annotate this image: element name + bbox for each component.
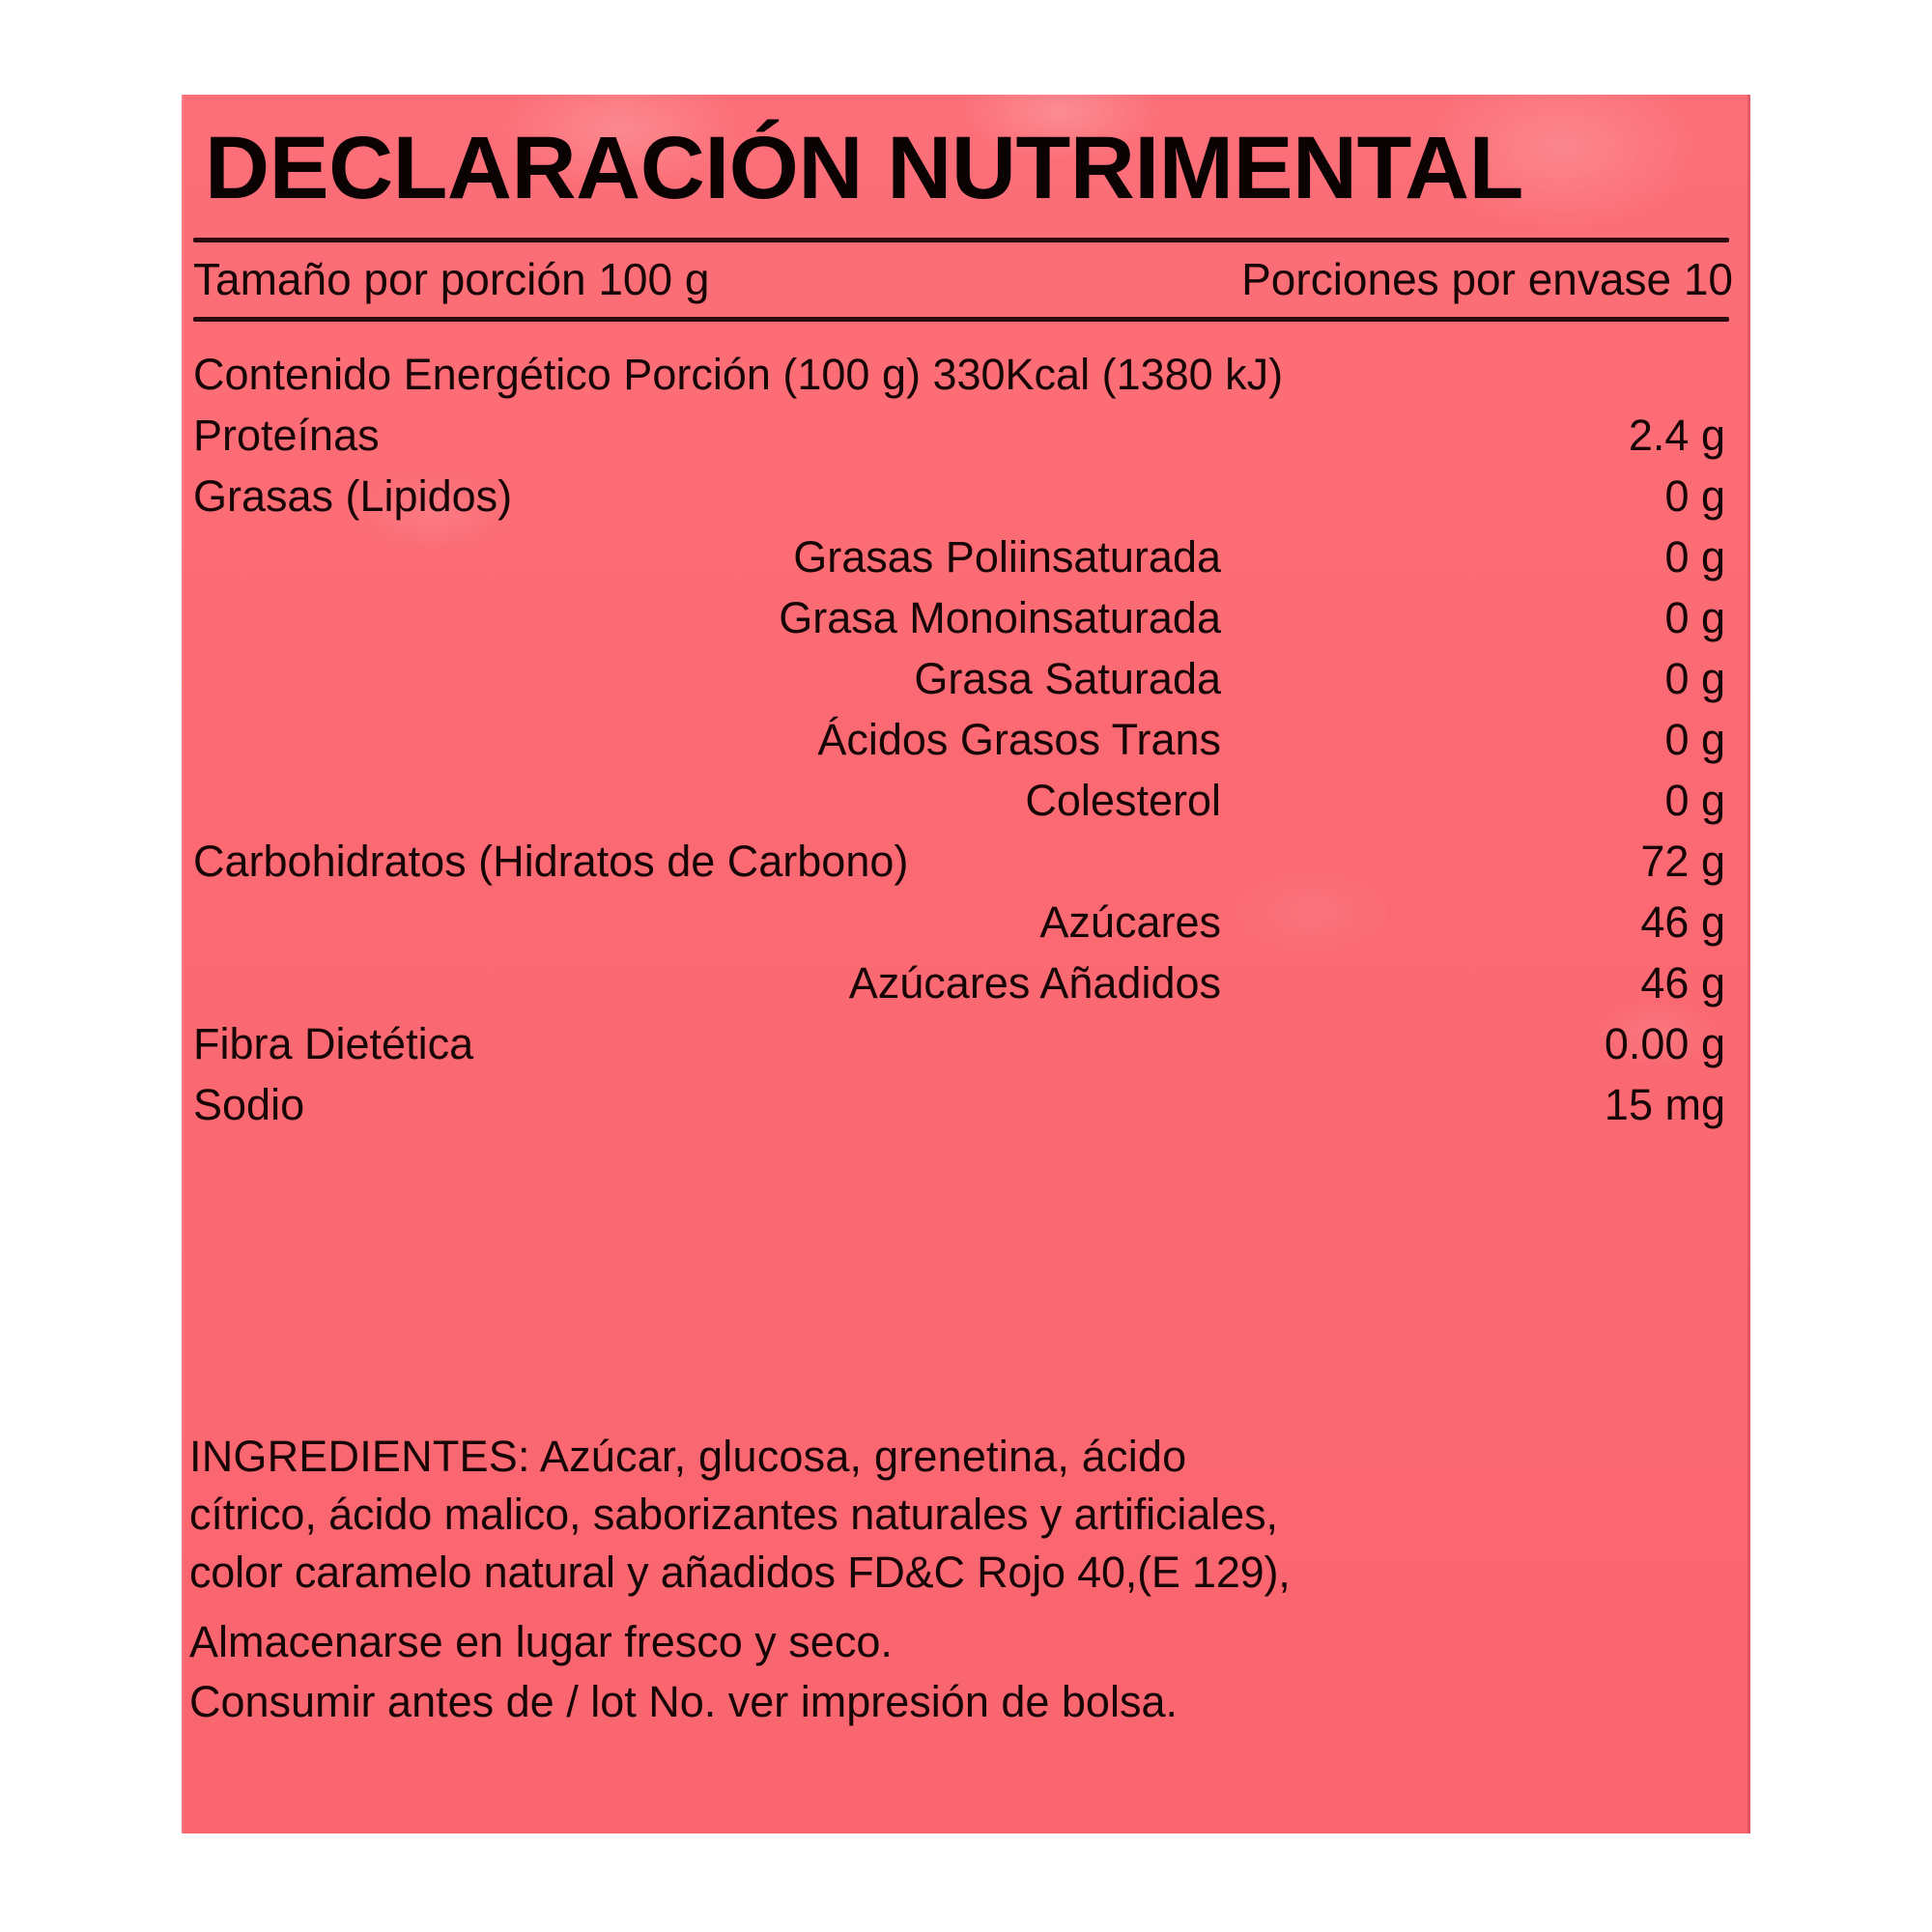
serving-size-text: Tamaño por porción 100 g [193,254,710,304]
ingredients-line: INGREDIENTES: Azúcar, glucosa, grenetina… [189,1432,1187,1481]
nutrient-value: 0 g [1664,471,1725,521]
nutrient-label: Proteínas [193,411,380,460]
nutrient-value: 0 g [1664,776,1725,825]
divider-bottom [193,317,1729,322]
nutrient-row: Grasas Poliinsaturada 0 g [193,526,1733,587]
serving-info-row: Tamaño por porción 100 g Porciones por e… [193,249,1733,309]
nutrient-label: Azúcares [1039,897,1221,947]
storage-instructions: Almacenarse en lugar fresco y seco. [189,1617,893,1666]
nutrient-value: 0 g [1664,532,1725,582]
divider-top [193,238,1729,242]
nutrient-value: 46 g [1640,897,1725,947]
nutrient-row: Azúcares 46 g [193,892,1733,952]
nutrient-value: 0 g [1664,715,1725,764]
nutrient-value: 15 mg [1604,1080,1725,1129]
nutrient-value: 0.00 g [1604,1019,1725,1068]
nutrient-label: Grasa Saturada [914,654,1221,703]
nutrient-row: Grasas (Lipidos) 0 g [193,466,1733,526]
nutrient-row: Proteínas 2.4 g [193,405,1733,466]
page-title: DECLARACIÓN NUTRIMENTAL [205,119,1523,217]
nutrient-label: Ácidos Grasos Trans [817,715,1221,764]
nutrient-label-energy: Contenido Energético Porción (100 g) 330… [193,350,1284,399]
nutrient-value: 0 g [1664,593,1725,642]
best-before-instructions: Consumir antes de / lot No. ver impresió… [189,1677,1178,1726]
nutrient-value: 2.4 g [1628,411,1725,460]
ingredients-line: cítrico, ácido malico, saborizantes natu… [189,1490,1278,1539]
nutrient-row: Fibra Dietética 0.00 g [193,1013,1733,1074]
nutrient-label: Azúcares Añadidos [848,958,1221,1008]
nutrient-label: Carbohidratos (Hidratos de Carbono) [193,837,909,886]
nutrition-label-panel: DECLARACIÓN NUTRIMENTAL Tamaño por porci… [182,95,1750,1833]
nutrient-label: Fibra Dietética [193,1019,474,1068]
nutrient-row: Carbohidratos (Hidratos de Carbono) 72 g [193,831,1733,892]
nutrient-label: Colesterol [1025,776,1221,825]
nutrient-label: Grasas (Lipidos) [193,471,513,521]
nutrient-value: 46 g [1640,958,1725,1008]
nutrient-label: Grasa Monoinsaturada [779,593,1221,642]
nutrient-value: 0 g [1664,654,1725,703]
nutrient-row: Sodio 15 mg [193,1074,1733,1135]
nutrient-row: Grasa Monoinsaturada 0 g [193,587,1733,648]
ingredients-line: color caramelo natural y añadidos FD&C R… [189,1548,1291,1597]
nutrient-row-energy: Contenido Energético Porción (100 g) 330… [193,344,1733,405]
nutrient-row: Grasa Saturada 0 g [193,648,1733,709]
nutrition-facts-table: Contenido Energético Porción (100 g) 330… [193,344,1733,1135]
ingredients-block: INGREDIENTES: Azúcar, glucosa, grenetina… [189,1428,1735,1731]
nutrient-row: Ácidos Grasos Trans 0 g [193,709,1733,770]
nutrient-row: Colesterol 0 g [193,770,1733,831]
nutrient-label: Grasas Poliinsaturada [793,532,1221,582]
nutrient-value: 72 g [1640,837,1725,886]
nutrient-row: Azúcares Añadidos 46 g [193,952,1733,1013]
nutrient-label: Sodio [193,1080,305,1129]
servings-per-container-text: Porciones por envase 10 [1241,254,1733,304]
